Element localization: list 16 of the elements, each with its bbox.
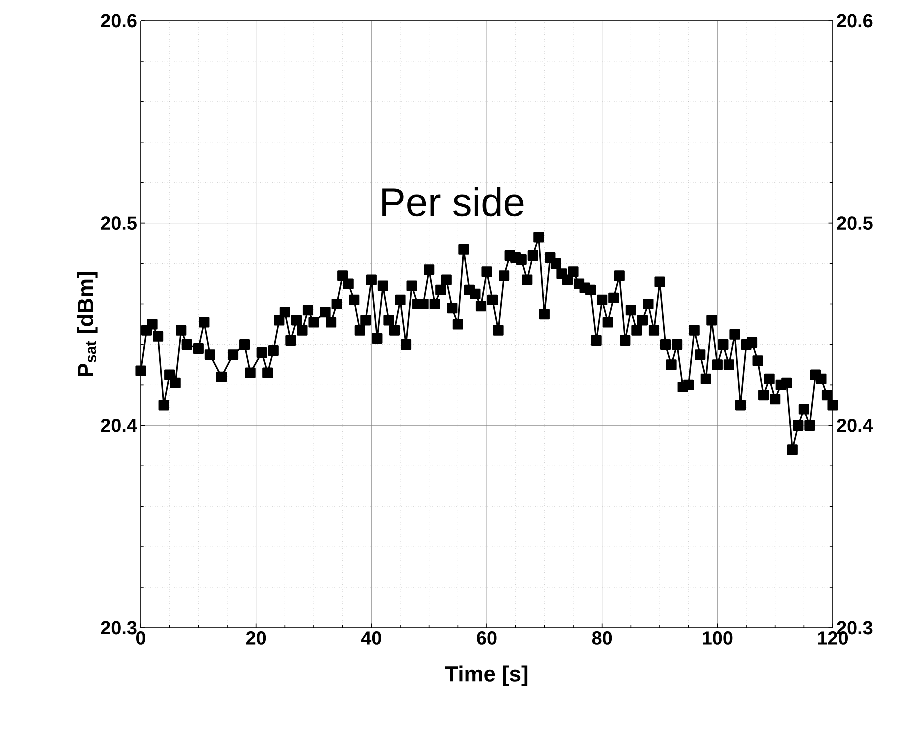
x-tick-label: 100 [703, 632, 733, 645]
y-tick-label: 20.3 [101, 621, 137, 635]
y2-tick-label: 20.4 [837, 418, 874, 432]
y2-tick-label: 20.5 [837, 216, 873, 230]
y-axis-title: P$_{sat}$ [dBm] [77, 272, 98, 376]
x-tick-label: 20 [246, 632, 266, 645]
y-tick-label: 20.4 [101, 418, 138, 432]
y-tick-label: 20.5 [101, 216, 137, 230]
y-tick-label: 20.6 [101, 14, 137, 28]
x-tick-label: 80 [592, 632, 612, 645]
x-tick-label: 0 [136, 632, 146, 645]
y2-tick-label: 20.6 [837, 14, 873, 28]
x-tick-label: 60 [477, 632, 497, 645]
annotation: Per side [382, 187, 524, 217]
x-axis-title: Time [s] [445, 666, 528, 686]
x-tick-label: 40 [361, 632, 382, 645]
